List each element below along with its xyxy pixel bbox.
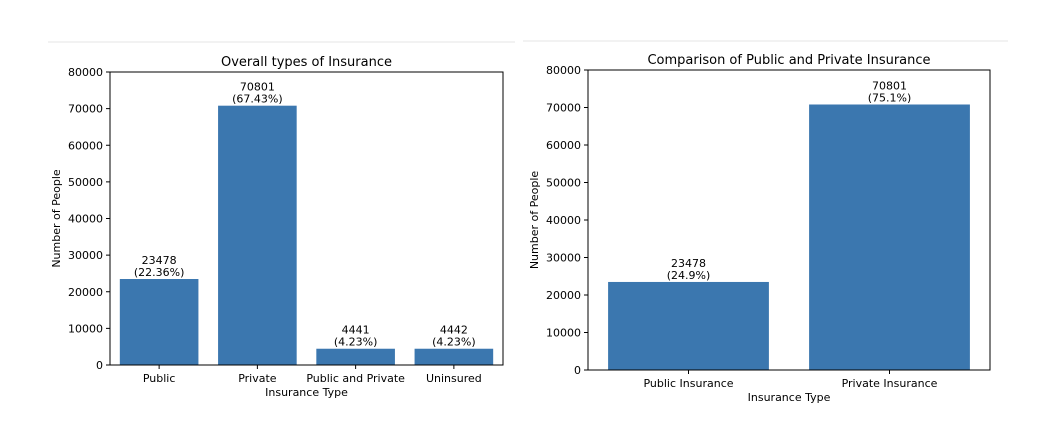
y-tick-label: 30000 <box>546 252 581 265</box>
y-tick-label: 0 <box>96 359 103 372</box>
bar <box>809 104 970 370</box>
y-tick-label: 70000 <box>546 102 581 115</box>
y-axis-label: Number of People <box>50 169 63 268</box>
x-tick-label: Public Insurance <box>643 377 733 390</box>
bars-group: 23478 (24.9%) 70801 (75.1%) <box>608 79 970 370</box>
bar <box>119 279 199 365</box>
plot-frame <box>109 71 504 366</box>
y-tick-label: 40000 <box>546 214 581 227</box>
x-tick-label: Public <box>143 372 176 385</box>
chart-overall-insurance-types: Overall types of Insurance Insurance Typ… <box>50 55 504 399</box>
y-tick-label: 80000 <box>68 66 103 79</box>
y-tick-label: 70000 <box>68 103 103 116</box>
y-tick-label: 30000 <box>68 249 103 262</box>
data-label: 70801 (67.43%) <box>232 81 283 106</box>
x-tick-label: Private <box>238 372 277 385</box>
data-label: 4441 (4.23%) <box>334 324 378 349</box>
y-tick-label: 10000 <box>68 322 103 335</box>
y-tick-label: 50000 <box>68 176 103 189</box>
x-axis-label: Insurance Type <box>748 391 831 404</box>
bar <box>414 348 494 365</box>
ticks-group: Public Private Public and Private Uninsured… <box>68 66 482 385</box>
x-tick-label: Uninsured <box>426 372 482 385</box>
bar <box>316 348 395 365</box>
y-tick-label: 60000 <box>68 139 103 152</box>
bar <box>608 281 769 370</box>
x-axis-label: Insurance Type <box>265 386 348 399</box>
data-label: 23478 (22.36%) <box>134 254 185 279</box>
y-tick-label: 40000 <box>68 213 103 226</box>
x-tick-label: Public and Private <box>306 372 405 385</box>
y-tick-label: 0 <box>574 364 581 377</box>
y-axis-label: Number of People <box>528 171 541 270</box>
y-tick-label: 50000 <box>546 177 581 190</box>
y-tick-label: 10000 <box>546 327 581 340</box>
chart-title: Comparison of Public and Private Insuran… <box>647 53 930 68</box>
data-label: 70801 (75.1%) <box>868 79 912 104</box>
bars-group: 23478 (22.36%) 70801 (67.43%) 4441 (4.23%) 444… <box>119 81 494 365</box>
ticks-group: Public Insurance Private Insurance 0 10000 2… <box>546 64 938 390</box>
chart-title: Overall types of Insurance <box>221 55 392 70</box>
chart-public-vs-private: Comparison of Public and Private Insuran… <box>528 53 991 404</box>
x-tick-label: Private Insurance <box>842 377 938 390</box>
y-tick-label: 20000 <box>546 289 581 302</box>
y-tick-label: 20000 <box>68 286 103 299</box>
data-label: 4442 (4.23%) <box>432 324 476 349</box>
data-label: 23478 (24.9%) <box>667 257 711 282</box>
y-tick-label: 80000 <box>546 64 581 77</box>
plot-frame <box>587 69 991 371</box>
bar <box>218 105 297 365</box>
y-tick-label: 60000 <box>546 139 581 152</box>
